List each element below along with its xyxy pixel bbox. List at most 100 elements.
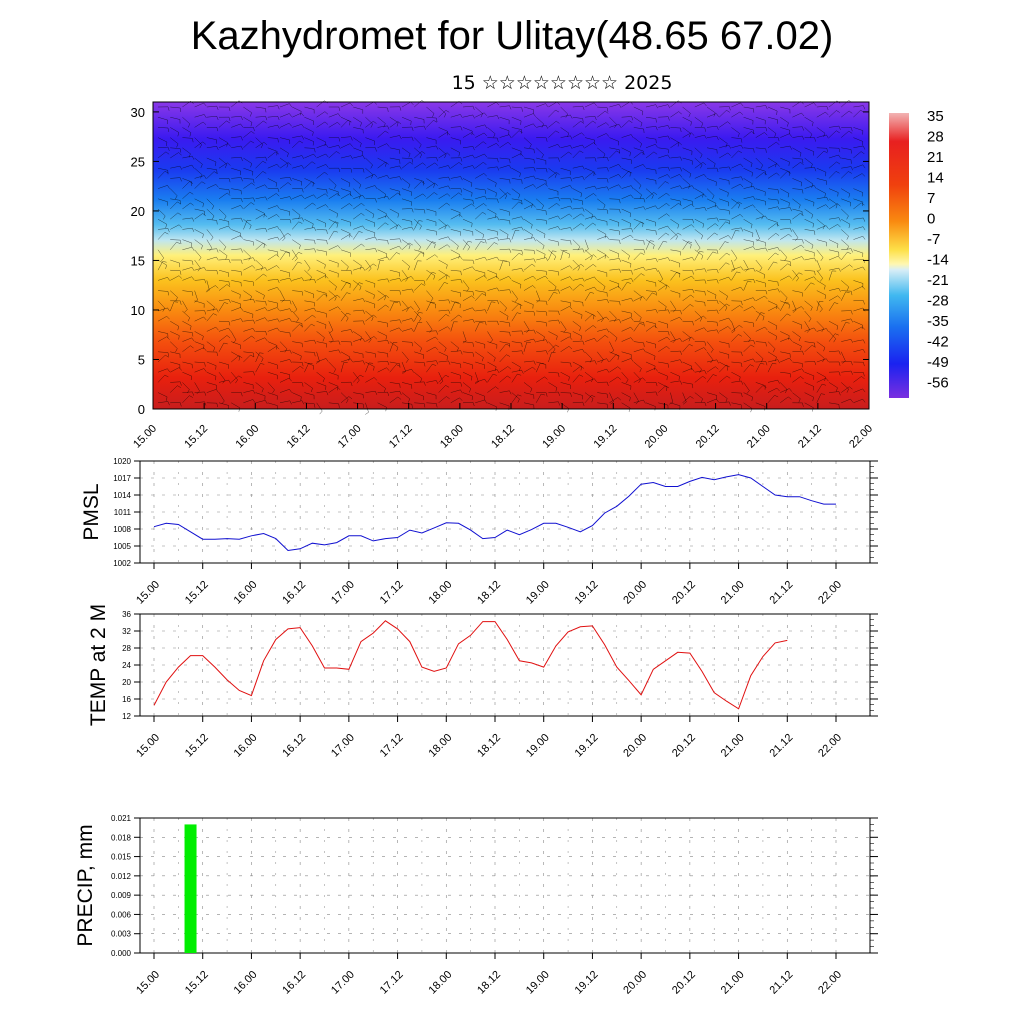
wind-barb	[170, 165, 181, 169]
wind-barb	[630, 317, 634, 321]
wind-barb	[777, 380, 780, 384]
wind-barb	[340, 249, 351, 254]
wind-barb	[377, 304, 386, 312]
wind-barb	[804, 282, 812, 291]
wind-barb	[716, 398, 719, 403]
wind-barb	[643, 322, 645, 327]
wind-barb	[423, 209, 426, 214]
wind-barb	[700, 398, 703, 403]
wind-barb	[743, 178, 753, 184]
wind-barb	[841, 166, 852, 169]
wind-barb	[828, 270, 833, 281]
wind-barb	[206, 105, 217, 108]
wind-barb	[828, 331, 836, 339]
wind-barb	[692, 270, 694, 275]
wind-barb	[572, 248, 583, 251]
wind-barb	[157, 167, 168, 171]
wind-barb	[487, 178, 497, 184]
wind-barb	[460, 279, 463, 284]
wind-barb	[719, 290, 728, 297]
wind-barb	[507, 142, 512, 146]
wind-barb	[255, 267, 266, 271]
wind-barb	[240, 157, 243, 162]
wind-barb	[853, 286, 863, 291]
wind-barb	[731, 271, 737, 281]
wind-barb	[682, 224, 692, 230]
wind-barb	[670, 249, 681, 252]
wind-barb	[734, 257, 738, 262]
wind-barb	[552, 250, 557, 252]
wind-barb	[569, 276, 573, 280]
wind-barb	[816, 280, 826, 286]
wind-barb	[633, 372, 641, 380]
wind-barb	[255, 156, 266, 159]
wind-barb	[475, 132, 485, 138]
wind-barb	[751, 172, 753, 177]
wind-barb	[731, 201, 739, 210]
wind-barb	[314, 279, 317, 284]
wind-barb	[667, 154, 671, 159]
wind-barb	[619, 199, 621, 204]
wind-barb	[714, 232, 718, 236]
wind-barb	[606, 358, 610, 363]
wind-barb	[738, 334, 742, 337]
wind-barb	[862, 326, 866, 330]
wind-barb	[592, 172, 597, 175]
wind-barb	[450, 269, 461, 272]
wind-barb	[499, 390, 510, 393]
wind-barb	[848, 171, 852, 174]
wind-barb	[809, 134, 813, 138]
wind-barb	[439, 381, 444, 385]
wind-barb	[474, 372, 479, 382]
wind-barb	[182, 382, 190, 390]
wind-barb	[414, 193, 424, 200]
wind-barb	[765, 290, 768, 295]
wind-barb	[316, 351, 320, 362]
wind-barb	[743, 340, 754, 342]
wind-barb	[240, 198, 243, 203]
precip-bar	[184, 824, 197, 953]
wind-barb	[633, 392, 639, 402]
wind-barb	[377, 222, 386, 230]
wind-barb	[243, 310, 253, 315]
wind-barb	[548, 120, 557, 128]
wind-barb	[523, 204, 534, 210]
wind-barb	[645, 267, 656, 271]
wind-barb	[853, 266, 863, 271]
wind-barb	[414, 361, 425, 363]
wind-barb	[739, 305, 743, 309]
wind-barb	[263, 141, 268, 145]
wind-barb	[751, 131, 755, 135]
wind-barb	[658, 257, 668, 261]
wind-barb	[322, 378, 325, 383]
wind-barb	[816, 300, 823, 310]
wind-barb	[397, 192, 402, 196]
wind-barb	[422, 162, 426, 166]
wind-barb	[743, 106, 754, 109]
wind-barb	[243, 382, 254, 386]
wind-barb	[764, 326, 768, 331]
wind-barb	[670, 167, 681, 169]
wind-barb	[511, 252, 520, 261]
wind-barb	[300, 366, 304, 369]
wind-barb	[487, 301, 492, 312]
wind-barb	[203, 114, 207, 118]
wind-barb	[558, 289, 560, 294]
wind-barb	[726, 366, 729, 371]
wind-barb	[493, 133, 496, 138]
wind-barb	[657, 241, 664, 250]
wind-barb	[216, 403, 218, 408]
wind-barb	[496, 102, 500, 106]
wind-barb	[157, 208, 166, 217]
wind-barb	[255, 184, 265, 189]
precip-panel: 0.0000.0030.0060.0090.0120.0150.0180.021…	[74, 814, 878, 997]
wind-barb	[689, 173, 692, 178]
wind-barb	[468, 240, 473, 243]
wind-barb	[776, 304, 778, 310]
wind-barb	[536, 124, 547, 128]
wind-barb	[846, 286, 850, 291]
wind-barb	[340, 188, 351, 192]
wind-barb	[240, 177, 243, 182]
wind-barb	[170, 147, 181, 149]
wind-barb	[401, 351, 409, 360]
